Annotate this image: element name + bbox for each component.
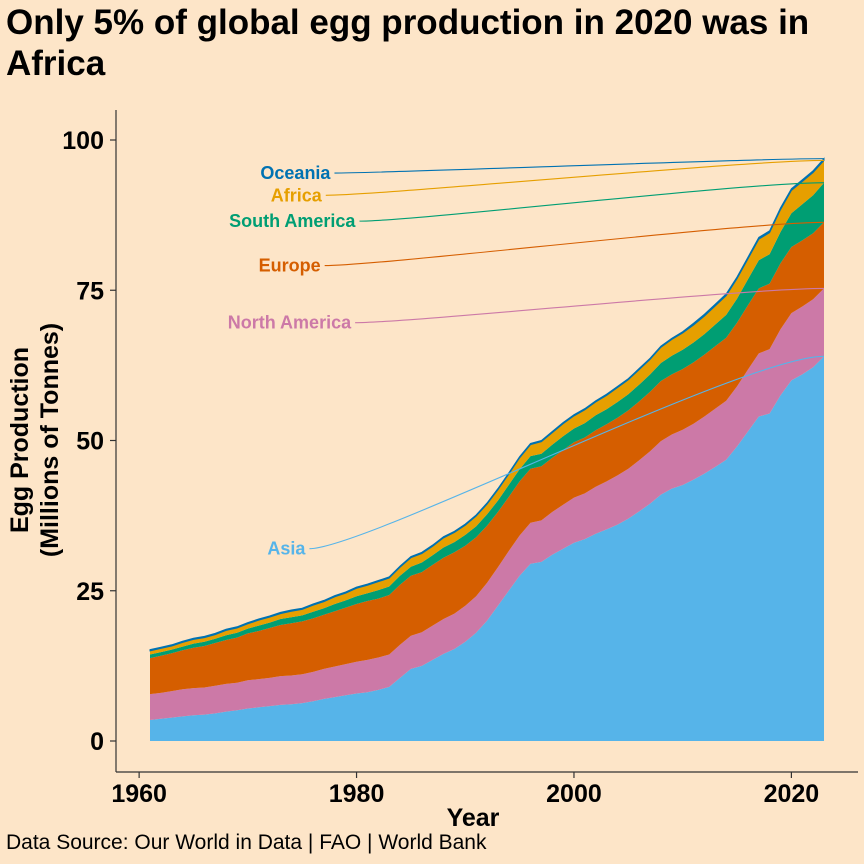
y-tick-label: 50	[76, 428, 104, 456]
y-tick-label: 100	[62, 127, 104, 155]
axes: 0 25 50 75 100 1960 1980 2000 2020	[62, 110, 858, 808]
area-asia	[150, 356, 824, 741]
data-source-caption: Data Source: Our World in Data | FAO | W…	[6, 831, 487, 854]
label-north-america: North America	[228, 313, 352, 333]
label-south-america: South America	[229, 211, 356, 231]
y-axis-title-line-1: Egg Production	[6, 347, 34, 533]
x-axis-title: Year	[447, 804, 500, 832]
area-europe	[150, 222, 824, 695]
y-tick-label: 75	[76, 277, 104, 305]
leader-line-south-america	[359, 182, 825, 222]
x-tick-label: 2020	[764, 780, 820, 808]
leader-line-north-america	[355, 287, 825, 324]
y-tick-label: 0	[90, 728, 104, 756]
leader-line-europe	[324, 221, 825, 267]
leader-line-oceania	[334, 158, 825, 174]
label-europe: Europe	[259, 256, 321, 276]
x-tick-label: 1960	[111, 780, 167, 808]
leader-line-asia	[309, 355, 825, 550]
series-areas	[149, 157, 825, 741]
chart-title: Only 5% of global egg production in 2020…	[6, 3, 810, 83]
label-africa: Africa	[271, 185, 323, 205]
leader-line-africa	[325, 159, 825, 196]
label-asia: Asia	[267, 539, 306, 559]
y-tick-label: 25	[76, 578, 104, 606]
y-axis-title-line-2: (Millions of Tonnes)	[36, 323, 64, 557]
x-tick-label: 1980	[329, 780, 385, 808]
x-tick-label: 2000	[546, 780, 602, 808]
label-oceania: Oceania	[260, 163, 331, 183]
